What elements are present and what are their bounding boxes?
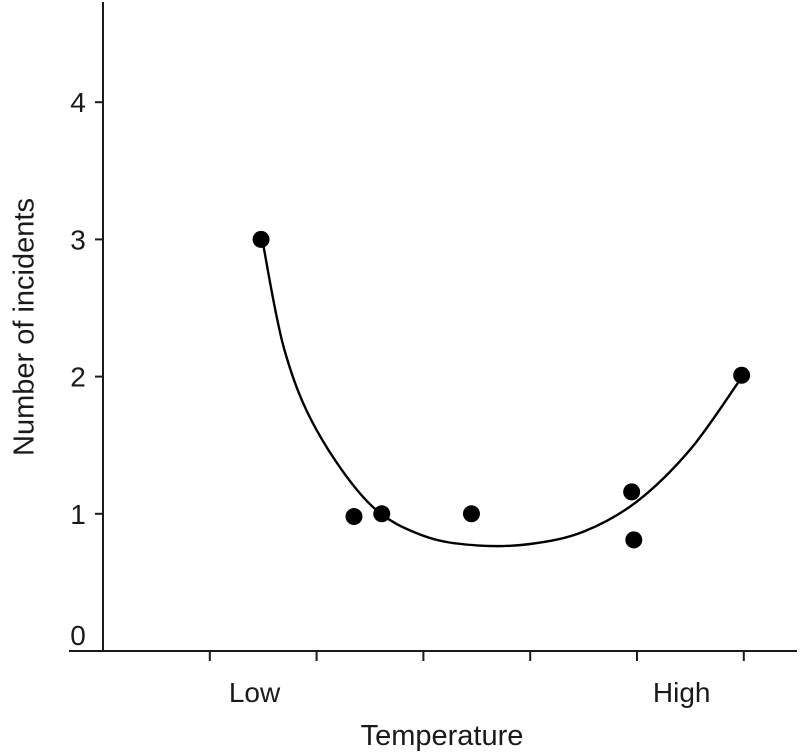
y-tick-label: 0 [70,620,86,651]
y-axis-title: Number of incidents [9,198,41,456]
data-point [252,230,270,248]
axes [69,2,797,652]
trend-curve-layer [262,244,740,548]
trend-curve [262,244,740,548]
data-point [623,483,641,501]
y-tick-label: 3 [70,224,86,255]
y-tick-label: 1 [70,499,86,530]
data-point [345,508,363,526]
data-point [462,505,480,523]
data-point [625,531,643,549]
y-tick-label: 2 [70,362,86,393]
x-tick-label: Low [229,677,281,708]
x-axis-title: Temperature [361,720,524,752]
y-tick-label: 4 [70,87,86,118]
data-point [373,505,391,523]
data-points [252,230,751,549]
x-tick-label: High [653,677,711,708]
axis-ticks: 0 1 2 3 4 Low High [70,87,745,708]
axis-labels: Temperature Number of incidents [9,198,524,752]
data-point [733,366,751,384]
